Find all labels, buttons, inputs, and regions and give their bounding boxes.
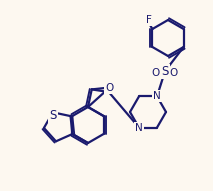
Text: O: O bbox=[105, 83, 114, 92]
Text: S: S bbox=[49, 109, 57, 122]
Text: O: O bbox=[170, 68, 178, 78]
Text: F: F bbox=[147, 15, 152, 25]
Text: N: N bbox=[135, 123, 143, 133]
Text: N: N bbox=[153, 91, 161, 101]
Text: O: O bbox=[152, 68, 160, 78]
Text: S: S bbox=[161, 65, 169, 78]
